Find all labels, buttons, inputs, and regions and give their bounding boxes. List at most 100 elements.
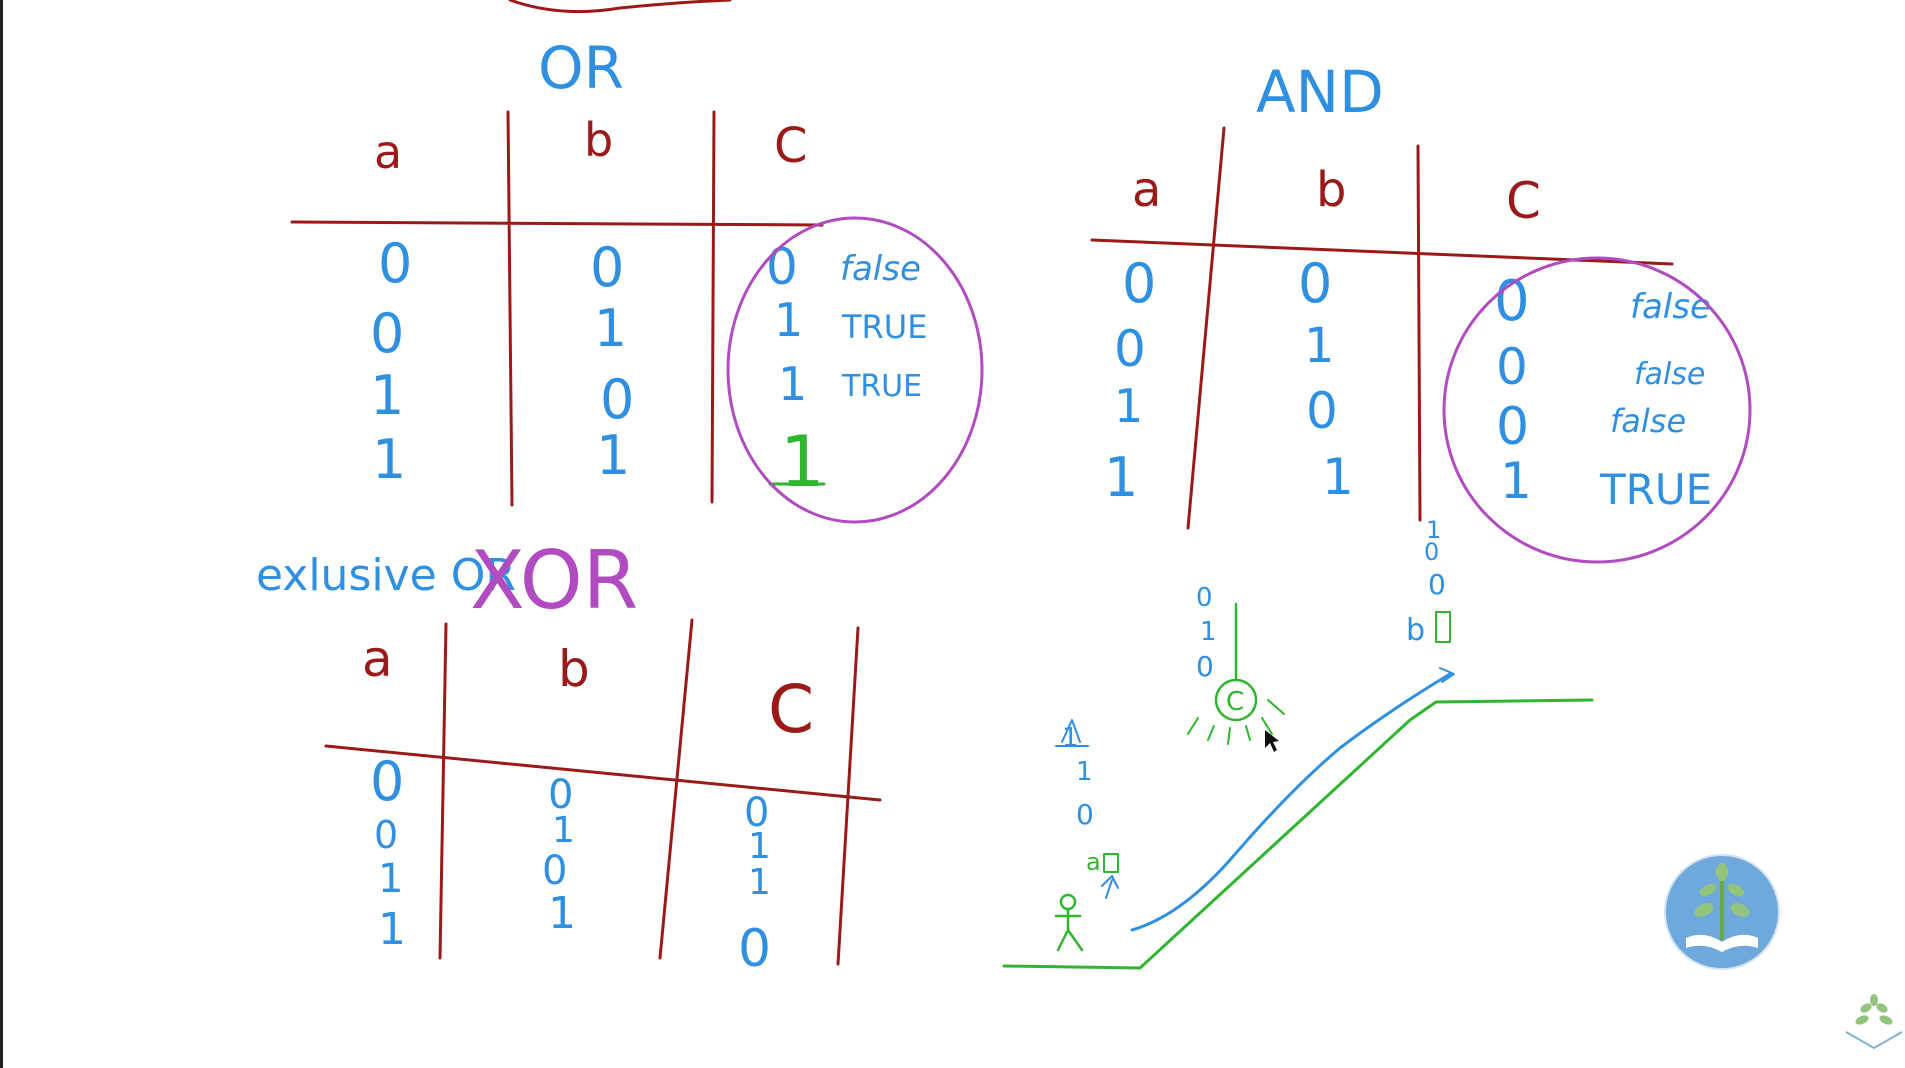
- and-r2-note: false: [1634, 357, 1705, 392]
- or-r1-b: 0: [590, 236, 624, 299]
- a-up-arrow-icon: [1105, 879, 1113, 899]
- b-bit-1: 1: [1426, 516, 1441, 544]
- and-header-a: a: [1132, 162, 1161, 218]
- or-r2-b: 1: [594, 299, 627, 359]
- and-r1-c: 0: [1494, 269, 1530, 334]
- and-r1-a: 0: [1122, 252, 1156, 315]
- and-r3-c: 0: [1496, 397, 1529, 457]
- xor-r1-b: 0: [548, 772, 573, 818]
- a-bit-label: a: [1086, 848, 1101, 876]
- xor-r2-c: 1: [748, 826, 771, 867]
- xor-r1-a: 0: [370, 750, 404, 813]
- xor-header-line: [324, 744, 882, 802]
- watermark-icon: [1845, 994, 1903, 1050]
- or-r4-c: 1: [780, 421, 825, 503]
- b-bit-3: 0: [1428, 568, 1446, 601]
- or-r2-note: TRUE: [841, 308, 927, 346]
- or-r3-note: TRUE: [841, 369, 922, 404]
- and-r2-b: 1: [1304, 318, 1335, 374]
- lamp-label: C: [1226, 687, 1244, 717]
- book-icon: [1686, 934, 1758, 952]
- lamp-rays-icon: [1187, 699, 1285, 745]
- or-r1-note: false: [840, 249, 921, 289]
- a-bit-2: 1: [1076, 757, 1093, 787]
- cursor-icon: [1265, 730, 1279, 752]
- xor-divider-3: [836, 626, 860, 966]
- channel-logo[interactable]: [1664, 854, 1780, 970]
- a-bit-marker-icon: [1103, 853, 1119, 873]
- logo-ring: [1664, 854, 1780, 970]
- or-header-c: C: [774, 118, 808, 174]
- or-r1-a: 0: [378, 232, 412, 295]
- xor-r4-b: 1: [548, 888, 576, 939]
- b-bit-marker-icon: [1435, 611, 1451, 643]
- and-r3-note: false: [1610, 402, 1686, 440]
- and-r3-a: 1: [1114, 379, 1143, 433]
- xor-r1-c: 0: [744, 790, 769, 836]
- or-r4-b: 1: [596, 424, 630, 487]
- or-header-b: b: [584, 113, 613, 167]
- xor-r4-a: 1: [378, 904, 406, 955]
- or-r2-c: 1: [774, 293, 803, 347]
- and-title: AND: [1256, 58, 1384, 126]
- or-r2-a: 0: [370, 302, 404, 365]
- and-r3-b: 0: [1306, 382, 1338, 440]
- and-header-b: b: [1316, 162, 1346, 218]
- and-table: AND a b C 0 0 0 false 0 1 0 false 1 0 0 …: [1090, 58, 1752, 564]
- c-bit-1: 0: [1196, 583, 1213, 613]
- and-r2-a: 0: [1114, 320, 1146, 378]
- xor-header-c: C: [768, 671, 814, 748]
- xor-r2-b: 1: [552, 810, 575, 851]
- c-bit-3: 0: [1196, 650, 1214, 683]
- or-r1-c: 0: [766, 238, 798, 296]
- or-header-a: a: [374, 125, 402, 179]
- xor-r4-c: 0: [738, 919, 771, 979]
- sail-icon: [1061, 719, 1081, 743]
- and-r4-a: 1: [1104, 446, 1138, 509]
- trajectory-line: [1130, 672, 1452, 932]
- or-r3-c: 1: [778, 357, 807, 411]
- a-bit-3: 0: [1076, 798, 1094, 831]
- and-r4-c: 1: [1500, 452, 1532, 510]
- xor-header-b: b: [558, 640, 590, 698]
- c-bit-2: 1: [1200, 617, 1217, 647]
- top-squiggle: [508, 0, 732, 14]
- slope-sketch: a 1 1 0 C 0 1 0 1 0 0 b: [1002, 516, 1594, 970]
- and-c-circle: [1442, 256, 1752, 564]
- trajectory-arrow-icon: [1439, 667, 1455, 683]
- sprout-icon: [1694, 863, 1750, 940]
- xor-r2-a: 0: [374, 813, 398, 857]
- and-r2-c: 0: [1496, 338, 1528, 396]
- and-r1-b: 0: [1298, 252, 1332, 315]
- or-divider-2: [710, 110, 716, 504]
- or-c-circle: [726, 216, 984, 524]
- xor-table: exlusive OR XOR a b C 0 0 0 0 1 1 1 0 1 …: [256, 534, 882, 979]
- or-title: OR: [538, 34, 624, 102]
- and-r1-note: false: [1630, 287, 1711, 327]
- xor-subtitle: exlusive OR: [256, 550, 516, 601]
- ground-line: [1002, 698, 1594, 970]
- and-header-line: [1090, 238, 1674, 266]
- b-bit-label: b: [1406, 613, 1425, 648]
- or-table: OR a b C 0 0 0 false 0 1 1 TRUE 1 0 1 TR…: [290, 34, 984, 524]
- a-arrowhead-icon: [1101, 875, 1119, 889]
- or-r3-a: 1: [370, 364, 404, 427]
- xor-divider-1: [438, 622, 448, 960]
- left-edge: [0, 0, 3, 1068]
- and-divider-2: [1416, 144, 1422, 522]
- xor-r3-a: 1: [378, 856, 403, 902]
- or-r3-b: 0: [600, 368, 634, 431]
- or-header-line: [290, 220, 824, 227]
- lamp-bulb-icon: [1214, 678, 1258, 722]
- or-r4-a: 1: [372, 428, 406, 491]
- xor-header-a: a: [362, 630, 393, 688]
- or-divider-1: [506, 110, 514, 507]
- xor-divider-2: [658, 618, 694, 960]
- xor-title: XOR: [470, 534, 638, 627]
- and-r4-note: TRUE: [1599, 465, 1712, 514]
- stick-figure-icon: [1054, 893, 1084, 952]
- and-divider-1: [1186, 126, 1226, 530]
- and-r4-b: 1: [1322, 448, 1354, 506]
- and-header-c: C: [1506, 172, 1541, 230]
